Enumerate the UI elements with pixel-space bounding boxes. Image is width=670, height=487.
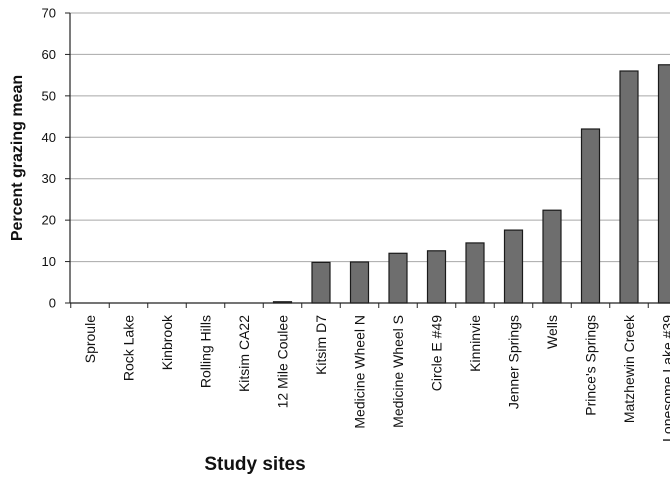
x-tick-label: Kitsim D7 bbox=[313, 315, 329, 375]
gridlines bbox=[70, 12, 670, 263]
bars bbox=[272, 64, 670, 304]
x-tick-label: Medicine Wheel S bbox=[390, 315, 406, 428]
y-tick-label: 60 bbox=[42, 47, 56, 62]
y-tick-label: 20 bbox=[42, 213, 56, 228]
x-tick-label: Matzhewin Creek bbox=[621, 314, 637, 423]
y-tick-label: 30 bbox=[42, 171, 56, 186]
bar bbox=[619, 70, 639, 304]
x-tick-label: Kinninvie bbox=[467, 315, 483, 372]
x-tick-label: Kinbrook bbox=[159, 314, 175, 370]
bar bbox=[388, 252, 408, 304]
y-axis-title: Percent grazing mean bbox=[9, 75, 26, 241]
x-tick-label: Rock Lake bbox=[121, 315, 137, 381]
x-tick-label: Jenner Springs bbox=[506, 315, 522, 409]
x-axis-title: Study sites bbox=[204, 454, 305, 475]
axes bbox=[69, 13, 670, 304]
bar bbox=[542, 209, 562, 304]
x-tick-label: Lonesome Lake #39 bbox=[660, 315, 670, 442]
x-tick-label: Wells bbox=[544, 315, 560, 349]
x-tick-label: Medicine Wheel N bbox=[352, 315, 368, 429]
y-tick-label: 10 bbox=[42, 254, 56, 269]
y-tick-label: 50 bbox=[42, 88, 56, 103]
x-tick-label: Circle E #49 bbox=[429, 315, 445, 391]
bar bbox=[426, 250, 447, 304]
y-tick-label: 40 bbox=[42, 130, 56, 145]
x-tick-label: Sproule bbox=[82, 315, 98, 363]
y-tick-label: 0 bbox=[49, 296, 56, 311]
x-tick-label: Kitsim CA22 bbox=[236, 315, 252, 392]
x-tick-label: Rolling Hills bbox=[198, 315, 214, 388]
x-tick-label: Prince's Springs bbox=[583, 315, 599, 416]
x-tick-labels: Sproule Rock Lake Kinbrook Rolling Hills Kit… bbox=[70, 303, 670, 442]
bar bbox=[657, 64, 670, 304]
y-tick-label: 70 bbox=[42, 6, 56, 21]
x-tick-label: 12 Mile Coulee bbox=[275, 315, 291, 409]
y-tick-labels: 0 10 20 30 40 50 60 70 bbox=[42, 6, 70, 311]
bar bbox=[503, 229, 524, 304]
bar bbox=[580, 128, 601, 304]
bar bbox=[311, 261, 331, 304]
bar bbox=[465, 242, 485, 304]
bar bbox=[349, 261, 370, 304]
